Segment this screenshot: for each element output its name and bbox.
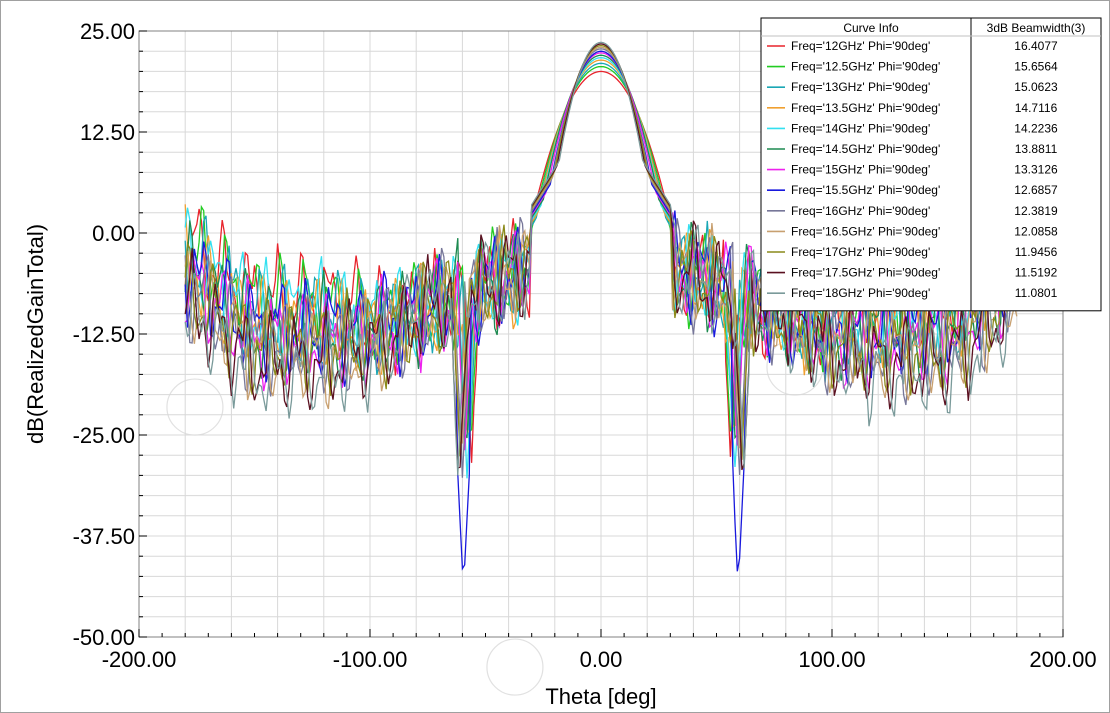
watermark-mark <box>766 338 824 396</box>
y-tick-label: -12.50 <box>73 322 135 347</box>
series-lines <box>184 41 1018 572</box>
series-line <box>184 48 1018 478</box>
legend-entry-name: Freq='16.5GHz' Phi='90deg' <box>791 224 940 238</box>
series-line <box>184 44 1018 460</box>
legend-entry-beamwidth: 12.3819 <box>1014 204 1058 218</box>
y-axis-title: dB(RealizedGainTotal) <box>23 224 48 444</box>
legend-entry-name: Freq='12GHz' Phi='90deg' <box>791 39 930 53</box>
series-line <box>184 52 1018 451</box>
x-tick-label: 200.00 <box>1029 647 1096 672</box>
tick-labels: -200.00 -100.00 0.00 100.00 200.00 25.00 12.50… <box>73 19 1097 672</box>
legend-entry-name: Freq='17GHz' Phi='90deg' <box>791 245 930 259</box>
legend-header-beamwidth: 3dB Beamwidth(3) <box>987 21 1086 35</box>
y-tick-label: 0.00 <box>92 221 135 246</box>
legend-header-curve-info: Curve Info <box>843 21 899 35</box>
legend-entry-beamwidth: 15.0623 <box>1014 80 1058 94</box>
legend-entry-beamwidth: 11.5192 <box>1015 266 1058 280</box>
y-tick-label: 12.50 <box>80 120 135 145</box>
legend-entry-beamwidth: 13.8811 <box>1015 142 1058 156</box>
x-tick-label: 100.00 <box>798 647 865 672</box>
plot-axes <box>138 30 1064 638</box>
legend-entry-beamwidth: 11.9456 <box>1015 245 1058 259</box>
legend-entry-beamwidth: 15.6564 <box>1014 60 1058 74</box>
legend-entry-name: Freq='13GHz' Phi='90deg' <box>791 80 930 94</box>
x-tick-label: 0.00 <box>580 647 623 672</box>
legend-entry-name: Freq='16GHz' Phi='90deg' <box>791 204 930 218</box>
legend-entry-name: Freq='13.5GHz' Phi='90deg' <box>791 101 940 115</box>
watermark <box>166 338 824 696</box>
legend-entry-beamwidth: 13.3126 <box>1014 163 1058 177</box>
legend-entry-name: Freq='14.5GHz' Phi='90deg' <box>791 142 940 156</box>
watermark-mark <box>166 378 224 436</box>
legend-entry-beamwidth: 14.2236 <box>1014 121 1058 135</box>
legend-entry-beamwidth: 11.0801 <box>1015 286 1058 300</box>
y-tick-label: -37.50 <box>73 524 135 549</box>
legend-entry-name: Freq='15.5GHz' Phi='90deg' <box>791 183 940 197</box>
legend: Curve Info 3dB Beamwidth(3) Freq='12GHz' P… <box>760 17 1102 312</box>
y-tick-label: -25.00 <box>73 423 135 448</box>
series-line <box>184 54 1018 440</box>
series-line <box>184 46 1018 449</box>
legend-entry-beamwidth: 16.4077 <box>1014 39 1058 53</box>
series-line <box>184 41 1018 476</box>
x-axis-title: Theta [deg] <box>545 684 656 709</box>
legend-entry-name: Freq='18GHz' Phi='90deg' <box>791 286 930 300</box>
x-tick-label: -200.00 <box>102 647 177 672</box>
legend-entry-name: Freq='14GHz' Phi='90deg' <box>791 121 930 135</box>
legend-box <box>760 17 1102 312</box>
legend-entry-name: Freq='17.5GHz' Phi='90deg' <box>791 266 940 280</box>
legend-entry-name: Freq='12.5GHz' Phi='90deg' <box>791 60 940 74</box>
legend-entry-name: Freq='15GHz' Phi='90deg' <box>791 163 930 177</box>
legend-entry-beamwidth: 12.0858 <box>1014 224 1058 238</box>
legend-entry-beamwidth: 14.7116 <box>1015 101 1058 115</box>
y-tick-label: -50.00 <box>73 625 135 650</box>
series-line <box>184 43 1018 471</box>
x-tick-label: -100.00 <box>333 647 408 672</box>
watermark-mark <box>486 638 544 696</box>
legend-entry-beamwidth: 12.6857 <box>1014 183 1058 197</box>
y-tick-label: 25.00 <box>80 19 135 44</box>
